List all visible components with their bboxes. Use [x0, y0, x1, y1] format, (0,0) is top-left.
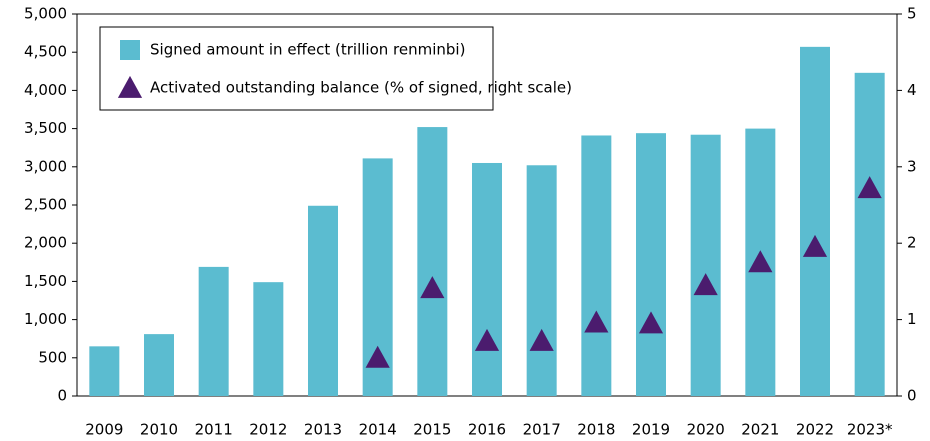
triangle-marker: [802, 234, 828, 257]
y-tick-label: 4,500: [24, 43, 67, 61]
bar: [690, 134, 721, 396]
triangle-marker: [365, 345, 390, 368]
y-tick-label: 5,000: [24, 5, 67, 23]
bar: [417, 127, 448, 397]
triangle-marker: [693, 273, 718, 296]
x-tick-label: 2018: [577, 421, 615, 439]
triangle-marker: [748, 250, 773, 273]
y2-tick-label: 2: [907, 234, 917, 252]
bar: [800, 46, 830, 397]
y-tick-label: 3,000: [24, 157, 67, 175]
x-tick-label: 2016: [468, 421, 506, 439]
y2-tick-label: 0: [907, 387, 917, 405]
bar: [198, 266, 229, 396]
bar: [526, 165, 557, 396]
x-tick-label: 2013: [304, 421, 342, 439]
x-tick-label: 2019: [632, 421, 670, 439]
y-tick-label: 4,000: [24, 81, 67, 99]
x-tick-label: 2010: [140, 421, 178, 439]
triangle-marker: [857, 176, 882, 199]
x-tick-label: 2020: [687, 421, 725, 439]
legend-marker: [120, 40, 140, 60]
x-tick-label: 2023*: [847, 421, 893, 439]
bar: [253, 282, 284, 396]
y2-tick-label: 5: [907, 5, 917, 23]
triangle-marker: [638, 311, 664, 334]
x-tick-label: 2021: [741, 421, 779, 439]
x-tick-label: 2022: [796, 421, 834, 439]
y2-tick-label: 3: [907, 157, 917, 175]
bar: [581, 135, 612, 396]
y2-tick-label: 1: [907, 310, 917, 328]
y-tick-label: 0: [57, 387, 67, 405]
x-tick-label: 2017: [523, 421, 561, 439]
legend-label: Signed amount in effect (trillion renmin…: [150, 41, 465, 59]
triangle-marker: [420, 276, 445, 299]
bar: [854, 72, 885, 396]
legend-marker: [117, 75, 143, 98]
y-tick-label: 3,500: [24, 119, 67, 137]
x-tick-label: 2014: [359, 421, 397, 439]
x-tick-label: 2009: [85, 421, 123, 439]
bar: [144, 334, 174, 396]
bar: [472, 162, 502, 396]
bar: [308, 205, 338, 396]
x-tick-label: 2012: [249, 421, 287, 439]
triangle-marker: [474, 328, 500, 351]
x-tick-label: 2015: [413, 421, 451, 439]
legend-box: [99, 26, 494, 111]
bar: [636, 133, 666, 396]
y2-tick-label: 4: [907, 81, 917, 99]
legend-label: Activated outstanding balance (% of sign…: [150, 79, 572, 97]
y-tick-label: 1,000: [24, 310, 67, 328]
y-tick-label: 2,500: [24, 196, 67, 214]
x-tick-label: 2011: [195, 421, 233, 439]
y-tick-label: 500: [38, 348, 67, 366]
bar: [89, 346, 120, 396]
triangle-marker: [584, 310, 609, 333]
y-tick-label: 2,000: [24, 234, 67, 252]
y-tick-label: 1,500: [24, 272, 67, 290]
triangle-marker: [529, 328, 554, 351]
